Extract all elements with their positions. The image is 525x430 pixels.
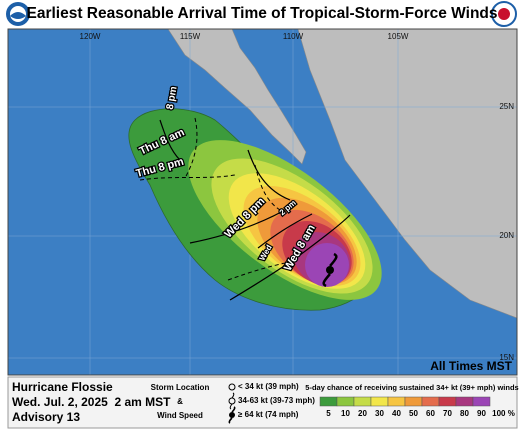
legend-entry: < 34 kt (39 mph) (238, 382, 299, 391)
scale-swatch (421, 396, 440, 407)
scale-swatch (472, 396, 491, 407)
arrival-contours (159, 119, 351, 301)
legend-heading: & (177, 397, 183, 406)
issued-time: Wed. Jul. 2, 2025 2 am MST (12, 395, 171, 409)
legend-heading: Storm Location (151, 383, 210, 392)
scale-swatch (353, 396, 372, 407)
baja-california (167, 29, 307, 165)
legend-entry: 34-63 kt (39-73 mph) (238, 396, 315, 405)
storm-symbol (322, 252, 338, 288)
map-frame (7, 28, 518, 376)
scale-swatch (319, 396, 338, 407)
scale-label: 30 (375, 409, 384, 418)
scale-label: 40 (392, 409, 401, 418)
arrival-contours-dashed (139, 117, 291, 281)
scale-label: 70 (443, 409, 452, 418)
scale-label: 50 (409, 409, 418, 418)
graticule (8, 29, 517, 375)
legend-symbols (228, 383, 236, 424)
time-zone-note: All Times MST (430, 359, 512, 373)
scale-label: 90 (477, 409, 486, 418)
map: All Times MST 120W 115W 110W 105W 25N 20N 15N 8… (7, 28, 518, 376)
legend-heading: Wind Speed (157, 411, 203, 420)
scale-label: 60 (426, 409, 435, 418)
scale-swatch (370, 396, 389, 407)
scale-swatch (336, 396, 355, 407)
scale-swatch (404, 396, 423, 407)
latitude-label: 20N (499, 231, 514, 240)
noaa-logo (6, 2, 30, 26)
wind-probability-swath (128, 108, 382, 311)
arrival-time-label: 8 pm (165, 85, 180, 110)
scale-label: 80 (460, 409, 469, 418)
scale-label: 20 (358, 409, 367, 418)
title: Earliest Reasonable Arrival Time of Trop… (26, 5, 497, 22)
scale-swatch (387, 396, 406, 407)
scale-label: 10 (341, 409, 350, 418)
latitude-label: 25N (499, 102, 514, 111)
advisory: Advisory 13 (12, 410, 80, 424)
scale-swatch (455, 396, 474, 407)
storm-name: Hurricane Flossie (12, 380, 113, 394)
scale-label: 5 (326, 409, 331, 418)
longitude-label: 110W (283, 32, 304, 41)
longitude-label: 115W (180, 32, 201, 41)
longitude-label: 120W (80, 32, 101, 41)
longitude-label: 105W (388, 32, 409, 41)
scale-title: 5-day chance of receiving sustained 34+ … (305, 383, 518, 392)
latitude-label: 15N (499, 353, 514, 362)
scale-swatch (438, 396, 457, 407)
scale-label: 100 % (492, 409, 515, 418)
mainland-mexico (297, 29, 517, 319)
nws-logo (491, 1, 517, 27)
legend-entry: ≥ 64 kt (74 mph) (238, 410, 299, 419)
